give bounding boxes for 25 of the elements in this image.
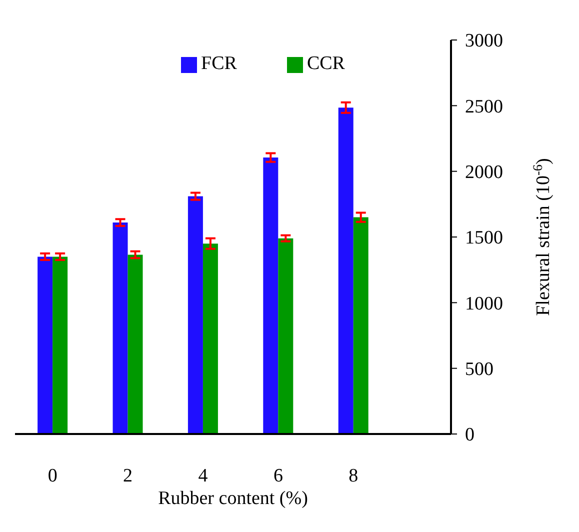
bar	[263, 158, 278, 434]
bar	[188, 196, 203, 434]
bar	[278, 238, 294, 434]
y-tick-label: 0	[465, 424, 474, 446]
bar	[338, 108, 354, 434]
legend-label: FCR	[201, 53, 237, 74]
bar	[112, 222, 128, 434]
bar	[353, 217, 368, 434]
legend-label: CCR	[306, 53, 345, 74]
bar	[128, 254, 143, 434]
bar	[52, 256, 68, 434]
y-tick-label: 2500	[465, 96, 503, 118]
x-axis-title: Rubber content (%)	[158, 488, 308, 509]
bar	[38, 256, 53, 434]
x-tick-label: 4	[198, 465, 208, 486]
x-tick-label: 8	[348, 465, 358, 486]
y-tick-label: 3000	[465, 30, 503, 52]
x-tick-label: 0	[48, 465, 58, 486]
bar	[202, 244, 218, 434]
y-tick-label: 1000	[465, 293, 503, 314]
y-tick-label: 1500	[465, 228, 503, 249]
x-tick-label: 2	[123, 465, 133, 486]
y-tick-label: 500	[465, 359, 494, 380]
y-tick-label: 2000	[465, 162, 503, 184]
x-tick-label: 6	[273, 465, 283, 486]
